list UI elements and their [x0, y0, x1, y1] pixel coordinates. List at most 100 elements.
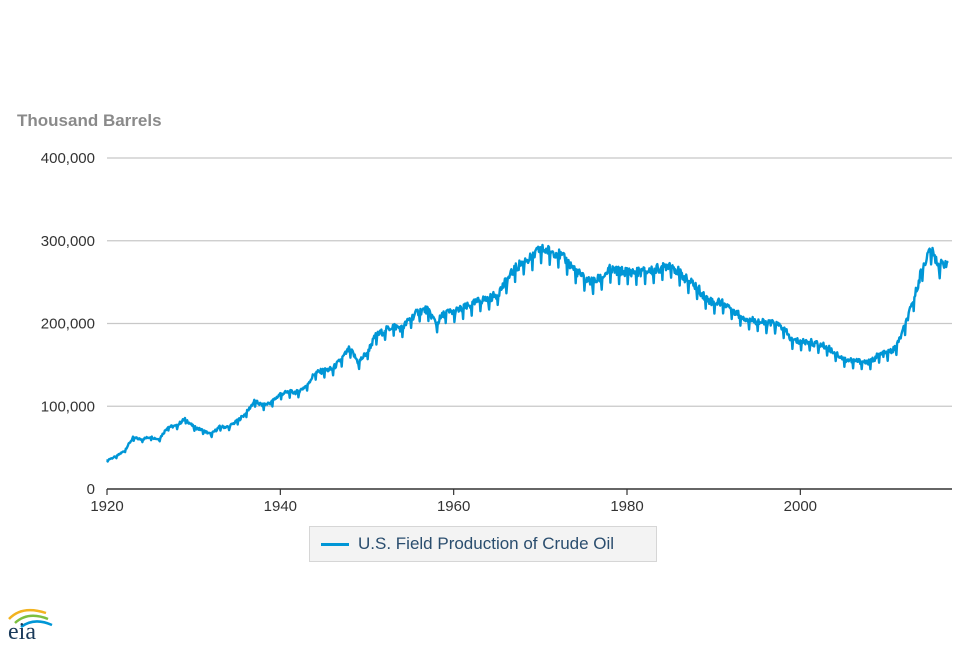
data-point [773, 322, 776, 325]
data-point [825, 345, 828, 348]
data-point [496, 293, 498, 296]
data-point [175, 425, 178, 427]
data-point [565, 259, 568, 262]
data-point [504, 281, 507, 283]
data-point [886, 352, 888, 355]
data-point [851, 359, 854, 362]
data-point [253, 400, 256, 403]
data-point [357, 361, 360, 364]
data-point [340, 359, 342, 361]
data-point [938, 264, 940, 267]
data-point [279, 393, 282, 395]
data-point [400, 327, 403, 330]
data-point [210, 433, 212, 436]
grid-lines [107, 157, 952, 407]
data-point [452, 311, 455, 313]
x-tick-label: 1980 [610, 498, 643, 515]
data-point [721, 301, 724, 303]
data-point [600, 277, 602, 279]
data-point [686, 279, 689, 282]
data-point [660, 266, 663, 269]
data-point [608, 268, 611, 271]
data-point [218, 426, 221, 428]
data-point [946, 260, 949, 263]
data-point [548, 249, 550, 252]
legend[interactable]: U.S. Field Production of Crude Oil [309, 526, 657, 562]
data-point [322, 369, 325, 372]
x-tick-label: 2000 [784, 498, 817, 515]
data-point [348, 347, 351, 350]
series-line [106, 243, 949, 463]
data-point [782, 326, 784, 329]
data-point [582, 277, 585, 279]
data-point [244, 412, 247, 415]
data-point [643, 270, 646, 273]
legend-label: U.S. Field Production of Crude Oil [358, 534, 615, 553]
data-point [314, 372, 316, 374]
svg-text:eia: eia [8, 619, 36, 643]
data-point [808, 340, 810, 343]
y-tick-label: 100,000 [41, 398, 95, 415]
data-point [868, 361, 871, 364]
data-point [444, 311, 446, 314]
data-point [470, 304, 472, 307]
data-point [617, 270, 620, 273]
series-group [106, 243, 949, 463]
data-point [842, 358, 845, 360]
eia-logo-icon: eia [8, 608, 53, 643]
data-point [123, 450, 126, 452]
data-point [478, 299, 481, 302]
data-point [669, 263, 672, 265]
data-point [288, 391, 290, 393]
data-point [201, 429, 204, 432]
data-point [192, 426, 195, 428]
y-axis-ticks: 0 100,000 200,000 300,000 400,000 [41, 150, 95, 498]
x-tick-label: 1940 [264, 498, 297, 515]
data-point [738, 314, 741, 317]
data-point [296, 391, 299, 393]
data-point [236, 420, 238, 422]
data-point [522, 260, 524, 263]
data-point [574, 268, 576, 271]
data-point [513, 268, 516, 271]
data-point [227, 426, 230, 428]
data-point [418, 310, 420, 312]
data-point [392, 325, 394, 327]
data-point [860, 360, 862, 363]
data-point [262, 404, 264, 407]
data-point [764, 322, 767, 325]
data-point [366, 351, 368, 354]
x-axis-ticks: 1920 1940 1960 1980 2000 [90, 489, 817, 515]
data-point [816, 343, 819, 345]
data-point [929, 248, 932, 250]
data-point [712, 302, 715, 304]
data-point [149, 436, 152, 438]
data-point [184, 417, 186, 420]
data-point [487, 297, 490, 300]
y-tick-label: 0 [87, 481, 95, 498]
data-point [539, 248, 542, 250]
data-point [556, 252, 559, 254]
data-point [877, 354, 880, 356]
y-tick-label: 400,000 [41, 150, 95, 167]
data-point [530, 256, 533, 259]
data-point [383, 330, 386, 332]
data-point [730, 306, 732, 309]
data-point [834, 351, 836, 354]
data-point [912, 302, 914, 304]
data-point [426, 308, 429, 311]
data-point [374, 335, 377, 337]
x-tick-label: 1920 [90, 498, 123, 515]
data-point [652, 269, 654, 272]
data-point [270, 401, 273, 403]
data-point [634, 271, 637, 273]
data-point [790, 339, 793, 341]
data-point [626, 270, 628, 273]
data-point [678, 271, 680, 273]
data-point [461, 307, 464, 310]
data-point [158, 438, 160, 441]
data-point [435, 322, 438, 325]
y-tick-label: 300,000 [41, 233, 95, 250]
y-axis-label: Thousand Barrels [17, 111, 162, 130]
